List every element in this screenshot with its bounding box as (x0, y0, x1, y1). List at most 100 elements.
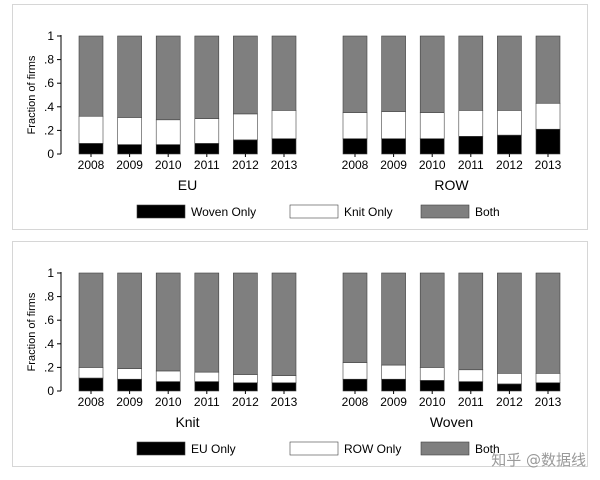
top-y-tick-label: .8 (44, 53, 54, 67)
top-bar-segment-woven-only (117, 144, 142, 155)
top-legend-label: Woven Only (191, 205, 256, 219)
bottom-bar-segment-row-only (155, 370, 181, 382)
bottom-y-tick-label: .4 (44, 337, 54, 351)
chart-top-svg: 0 .2 .4 .6 .8 1 Fraction of firms 2008 2009 2010 2… (26, 29, 562, 219)
bottom-x-tick-label: 2013 (535, 395, 562, 409)
top-bar-segment-woven-only (271, 138, 297, 155)
top-x-tick-label: 2008 (78, 158, 105, 172)
top-bar-segment-knit-only (78, 115, 104, 144)
bottom-bar-segment-both (535, 272, 561, 374)
top-bar-segment-both (381, 35, 406, 112)
top-x-tick-label: 2012 (232, 158, 259, 172)
top-bar-segment-woven-only (155, 144, 181, 155)
top-x-tick-label: 2009 (116, 158, 143, 172)
top-y-tick-label: 0 (47, 147, 54, 161)
top-bar-segment-woven-only (342, 138, 368, 155)
top-bar-segment-knit-only (535, 102, 561, 130)
top-bar-segment-woven-only (458, 136, 484, 155)
bottom-bar-segment-eu-only (233, 382, 258, 392)
bottom-group-label: Knit (175, 414, 199, 430)
top-legend-swatch (289, 204, 339, 219)
top-group-label: ROW (434, 177, 469, 193)
bottom-bar-segment-eu-only (78, 377, 104, 392)
top-bar-segment-both (194, 35, 220, 119)
bottom-legend-label: EU Only (191, 442, 236, 456)
bottom-x-tick-label: 2008 (78, 395, 105, 409)
bottom-legend-swatch (136, 441, 186, 456)
top-legend-swatch (136, 204, 186, 219)
top-bar-segment-both (155, 35, 181, 121)
top-x-tick-label: 2010 (155, 158, 182, 172)
top-x-tick-label: 2009 (380, 158, 407, 172)
top-legend-label: Both (475, 205, 500, 219)
bottom-bar-segment-both (233, 272, 258, 375)
bottom-bar-segment-both (117, 272, 142, 369)
bottom-y-tick-label: .8 (44, 290, 54, 304)
top-bar-segment-woven-only (381, 138, 406, 155)
bottom-bar-segment-eu-only (419, 380, 445, 392)
bottom-bar-segment-row-only (78, 367, 104, 379)
top-y-tick-label: .6 (44, 76, 54, 90)
bottom-bar-segment-eu-only (271, 382, 297, 392)
top-bar-segment-knit-only (271, 110, 297, 139)
bottom-bar-segment-row-only (535, 373, 561, 384)
bottom-x-tick-label: 2012 (496, 395, 523, 409)
bottom-bar-segment-eu-only (535, 382, 561, 392)
bottom-legend-swatch (289, 441, 339, 456)
bottom-bar-segment-row-only (381, 364, 406, 380)
top-bar-segment-knit-only (233, 113, 258, 141)
top-bar-segment-both (271, 35, 297, 111)
bottom-bar-segment-row-only (497, 373, 522, 385)
chart-panel-top: 0 .2 .4 .6 .8 1 Fraction of firms 2008 2009 2010 2… (12, 4, 588, 230)
bottom-bar-segment-row-only (458, 369, 484, 382)
top-bar-segment-woven-only (233, 139, 258, 155)
top-y-tick-label: 1 (47, 29, 54, 43)
bottom-x-tick-label: 2011 (194, 395, 220, 409)
top-bar-segment-knit-only (117, 117, 142, 145)
bottom-x-tick-label: 2008 (342, 395, 369, 409)
top-bar-segment-knit-only (342, 112, 368, 139)
top-y-tick-label: .4 (44, 100, 54, 114)
bottom-bar-segment-row-only (419, 367, 445, 381)
bottom-x-tick-label: 2013 (271, 395, 298, 409)
bottom-group-label: Woven (430, 414, 473, 430)
bottom-bar-segment-row-only (117, 368, 142, 380)
bottom-bar-segment-both (458, 272, 484, 371)
top-x-tick-label: 2011 (458, 158, 484, 172)
top-bar-segment-knit-only (194, 118, 220, 144)
top-bar-segment-knit-only (155, 119, 181, 145)
bottom-bar-segment-both (155, 272, 181, 372)
bottom-bar-segment-row-only (233, 374, 258, 384)
top-bar-segment-both (233, 35, 258, 115)
chart-bottom-svg: 0 .2 .4 .6 .8 1 Fraction of firms 2008 2009 2010 2… (26, 266, 562, 456)
top-bar-segment-knit-only (419, 112, 445, 139)
top-bar-segment-both (458, 35, 484, 111)
bottom-bar-segment-both (381, 272, 406, 366)
bottom-x-tick-label: 2009 (116, 395, 143, 409)
top-group-label: EU (178, 177, 197, 193)
chart-panel-bottom: 0 .2 .4 .6 .8 1 Fraction of firms 2008 2009 2010 2… (12, 241, 588, 467)
top-bar-segment-both (342, 35, 368, 113)
top-bar-segment-knit-only (381, 111, 406, 139)
bottom-bar-segment-both (194, 272, 220, 373)
top-bar-segment-knit-only (497, 110, 522, 136)
top-y-tick-label: .2 (44, 123, 54, 137)
top-bar-segment-both (78, 35, 104, 117)
top-bar-segment-woven-only (78, 143, 104, 155)
bottom-y-tick-label: .6 (44, 313, 54, 327)
top-x-tick-label: 2012 (496, 158, 523, 172)
bottom-x-tick-label: 2010 (155, 395, 182, 409)
bottom-legend-label: ROW Only (344, 442, 401, 456)
bottom-y-tick-label: .2 (44, 360, 54, 374)
bottom-bar-segment-both (342, 272, 368, 363)
top-bar-segment-knit-only (458, 110, 484, 137)
top-bar-segment-woven-only (535, 128, 561, 155)
bottom-x-tick-label: 2010 (419, 395, 446, 409)
bottom-y-axis-label: Fraction of firms (26, 292, 38, 371)
bottom-bar-segment-eu-only (155, 381, 181, 392)
top-legend-label: Knit Only (344, 205, 393, 219)
bottom-bar-segment-row-only (194, 371, 220, 382)
bottom-bar-segment-eu-only (117, 378, 142, 392)
bottom-bar-segment-eu-only (194, 381, 220, 392)
bottom-bar-segment-both (271, 272, 297, 376)
